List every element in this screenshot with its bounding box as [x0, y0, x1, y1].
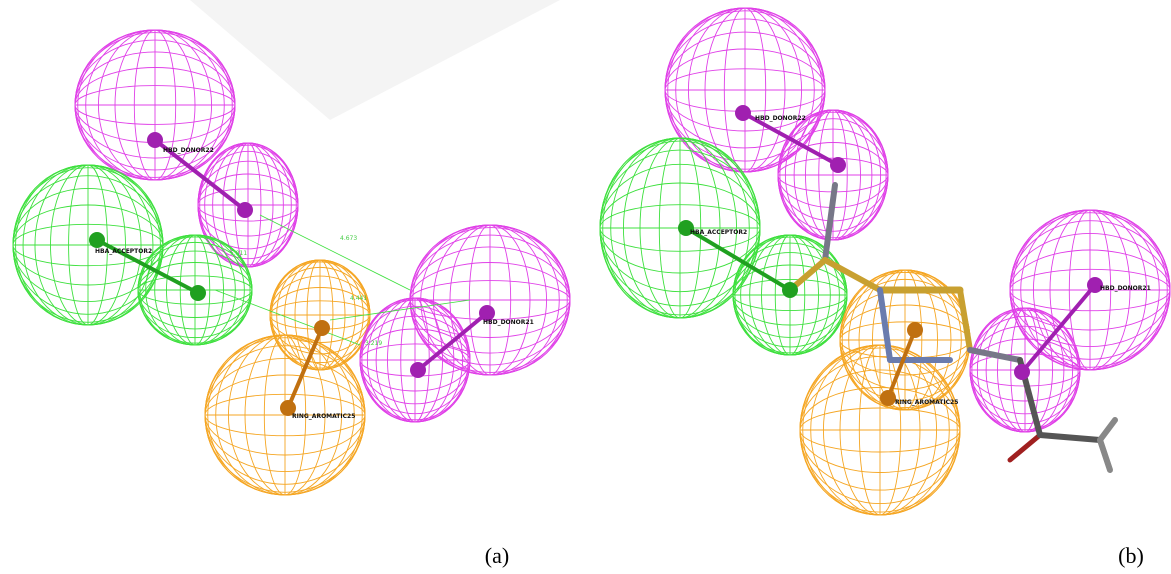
ball	[147, 132, 163, 148]
ball	[880, 390, 896, 406]
feature-label: HBA_ACCEPTOR2	[95, 248, 152, 255]
feature-label: RING_AROMATIC25	[895, 399, 958, 406]
feature-label: HBA_ACCEPTOR2	[690, 229, 747, 236]
wire-sphere	[360, 298, 470, 422]
stick	[1010, 435, 1040, 460]
panel-label: (a)	[485, 543, 509, 568]
ball	[89, 232, 105, 248]
figure: HBD_DONOR22 HBA_ACCEPTOR2 RING_AROMATIC25 H…	[0, 0, 1171, 574]
labels: HBD_DONOR22 HBA_ACCEPTOR2 RING_AROMATIC25 H…	[95, 115, 1151, 420]
stick	[970, 350, 1020, 360]
stick	[1040, 435, 1100, 440]
ball	[830, 157, 846, 173]
ball	[314, 320, 330, 336]
feature-label: 4.673	[340, 235, 357, 242]
wire-sphere	[75, 30, 235, 180]
feature-label: RING_AROMATIC25	[292, 413, 355, 420]
ball	[782, 282, 798, 298]
panel-label: (b)	[1118, 543, 1144, 568]
wire-sphere	[410, 225, 570, 375]
feature-label: HBD_DONOR22	[163, 147, 214, 154]
ball	[410, 362, 426, 378]
spheres	[13, 8, 1170, 515]
feature-label: 4.441	[350, 295, 367, 302]
ball	[237, 202, 253, 218]
ball	[1014, 364, 1030, 380]
feature-label: HBD_DONOR22	[755, 115, 806, 122]
ball	[190, 285, 206, 301]
stick	[1100, 420, 1115, 440]
feature-label: 3.219	[365, 340, 382, 347]
watermark	[190, 0, 560, 120]
ball	[907, 322, 923, 338]
feature-label: HBD_DONOR21	[1100, 285, 1151, 292]
stick	[1100, 440, 1110, 470]
stick	[825, 185, 835, 260]
feature-label: HBD_DONOR21	[483, 319, 534, 326]
feature-label: 5.811	[230, 250, 247, 257]
ball	[735, 105, 751, 121]
